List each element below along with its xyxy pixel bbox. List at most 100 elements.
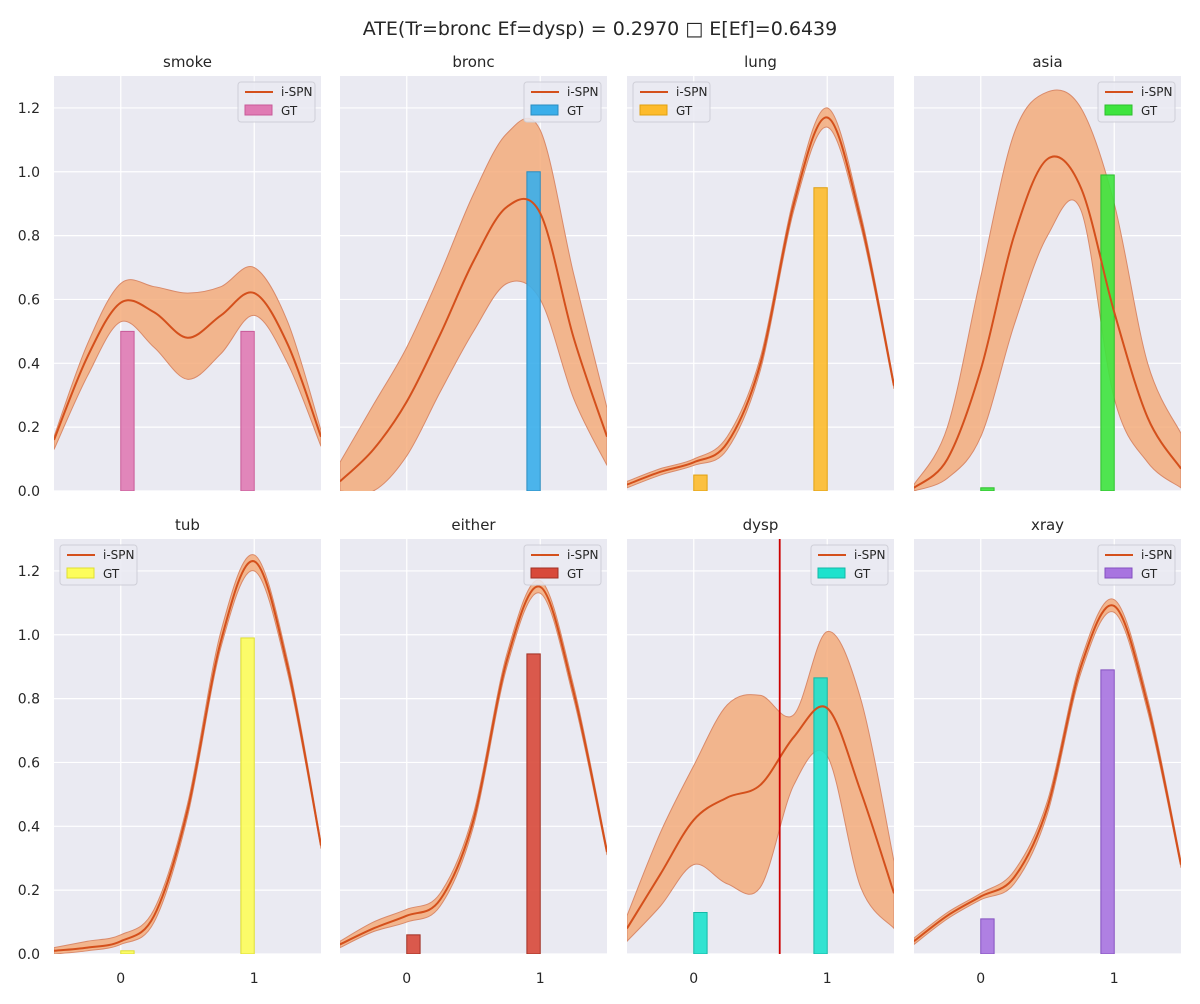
confidence-band bbox=[54, 554, 321, 954]
gt-bar bbox=[980, 487, 995, 491]
legend-label-curve: i-SPN bbox=[567, 85, 599, 99]
legend: i-SPN GT bbox=[632, 81, 711, 123]
gt-bar bbox=[526, 171, 541, 491]
gt-bar bbox=[120, 330, 135, 491]
plot-area bbox=[340, 579, 607, 954]
legend: i-SPN GT bbox=[1097, 81, 1176, 123]
x-tick-label: 1 bbox=[250, 971, 259, 987]
y-tick-label: 0.4 bbox=[18, 356, 40, 372]
x-tick-label: 1 bbox=[823, 971, 832, 987]
gt-bar bbox=[813, 677, 828, 954]
panel-lung: lung i-SPN GT bbox=[627, 53, 894, 492]
y-tick-label: 1.2 bbox=[18, 101, 40, 117]
i-spn-curve bbox=[340, 197, 607, 483]
legend-label-curve: i-SPN bbox=[103, 548, 135, 562]
gt-bar bbox=[980, 918, 995, 954]
legend-gt-swatch bbox=[1104, 104, 1133, 116]
legend: i-SPN GT bbox=[1097, 544, 1176, 586]
legend-label-gt: GT bbox=[676, 104, 693, 118]
legend-gt-swatch bbox=[817, 567, 846, 579]
x-tick-label: 0 bbox=[976, 971, 985, 987]
panel-title: smoke bbox=[163, 53, 212, 71]
legend-label-gt: GT bbox=[1141, 567, 1158, 581]
panel-background bbox=[627, 76, 894, 491]
x-tick-label: 1 bbox=[536, 971, 545, 987]
legend-gt-swatch bbox=[530, 104, 559, 116]
i-spn-curve bbox=[914, 604, 1181, 943]
y-tick-label: 0.2 bbox=[18, 420, 40, 436]
y-tick-label: 0.6 bbox=[18, 292, 40, 308]
gt-bar bbox=[693, 474, 708, 491]
i-spn-curve bbox=[54, 291, 321, 441]
panel-title: lung bbox=[744, 53, 777, 71]
y-tick-label: 0.8 bbox=[18, 229, 40, 245]
y-tick-label: 0.4 bbox=[18, 819, 40, 835]
gt-bar bbox=[406, 934, 421, 954]
legend-label-curve: i-SPN bbox=[1141, 85, 1173, 99]
x-tick-label: 0 bbox=[116, 971, 125, 987]
panel-asia: asia i-SPN GT bbox=[914, 53, 1181, 492]
legend-label-gt: GT bbox=[1141, 104, 1158, 118]
panel-background bbox=[54, 539, 321, 954]
gt-bar bbox=[1100, 174, 1115, 491]
confidence-band bbox=[627, 107, 894, 489]
i-spn-curve bbox=[54, 560, 321, 952]
plot-area bbox=[340, 117, 607, 491]
confidence-band bbox=[340, 579, 607, 949]
legend-gt-swatch bbox=[244, 104, 273, 116]
panel-either: either 0 1 i-SPN GT bbox=[340, 516, 607, 987]
legend: i-SPN GT bbox=[523, 544, 602, 586]
gt-bar bbox=[240, 330, 255, 491]
legend-label-gt: GT bbox=[103, 567, 120, 581]
panel-background bbox=[340, 539, 607, 954]
y-tick-label: 0.0 bbox=[18, 484, 40, 500]
panel-dysp: dysp 0 1 i-SPN GT bbox=[627, 516, 894, 987]
y-tick-label: 1.0 bbox=[18, 628, 40, 644]
gt-bar bbox=[526, 653, 541, 954]
plot-area bbox=[914, 598, 1181, 954]
panel-background bbox=[914, 539, 1181, 954]
i-spn-curve bbox=[627, 705, 894, 929]
i-spn-curve bbox=[627, 116, 894, 486]
legend-gt-swatch bbox=[639, 104, 668, 116]
x-tick-label: 0 bbox=[402, 971, 411, 987]
gt-bar bbox=[813, 187, 828, 491]
y-tick-label: 0.2 bbox=[18, 883, 40, 899]
plot-area bbox=[627, 107, 894, 491]
y-tick-label: 0.8 bbox=[18, 692, 40, 708]
legend-gt-swatch bbox=[530, 567, 559, 579]
gt-bar bbox=[240, 637, 255, 954]
legend-label-curve: i-SPN bbox=[676, 85, 708, 99]
i-spn-curve bbox=[340, 585, 607, 946]
legend-label-curve: i-SPN bbox=[1141, 548, 1173, 562]
panel-smoke: smoke 0.0 0.2 0.4 0.6 0.8 1.0 1.2 i-SPN GT bbox=[18, 53, 321, 500]
legend-label-gt: GT bbox=[567, 567, 584, 581]
legend-label-gt: GT bbox=[567, 104, 584, 118]
legend-gt-swatch bbox=[1104, 567, 1133, 579]
legend-label-curve: i-SPN bbox=[567, 548, 599, 562]
legend-label-curve: i-SPN bbox=[854, 548, 886, 562]
plot-area bbox=[54, 266, 321, 491]
y-tick-label: 1.0 bbox=[18, 165, 40, 181]
panel-title: bronc bbox=[452, 53, 494, 71]
panel-title: asia bbox=[1032, 53, 1062, 71]
plot-area bbox=[54, 554, 321, 954]
panel-xray: xray 0 1 i-SPN GT bbox=[914, 516, 1181, 987]
panel-title: xray bbox=[1031, 516, 1064, 534]
confidence-band bbox=[914, 598, 1181, 946]
legend: i-SPN GT bbox=[810, 544, 889, 586]
plot-area bbox=[914, 89, 1181, 491]
panel-bronc: bronc i-SPN GT bbox=[340, 53, 607, 492]
legend-label-gt: GT bbox=[854, 567, 871, 581]
x-tick-label: 1 bbox=[1110, 971, 1119, 987]
figure-title: ATE(Tr=bronc Ef=dysp) = 0.2970 □ E[Ef]=0… bbox=[363, 18, 837, 40]
confidence-band bbox=[54, 266, 321, 450]
legend-label-gt: GT bbox=[281, 104, 298, 118]
legend-label-curve: i-SPN bbox=[281, 85, 313, 99]
panel-title: either bbox=[451, 516, 496, 534]
x-tick-label: 0 bbox=[689, 971, 698, 987]
legend: i-SPN GT bbox=[59, 544, 138, 586]
legend: i-SPN GT bbox=[237, 81, 316, 123]
